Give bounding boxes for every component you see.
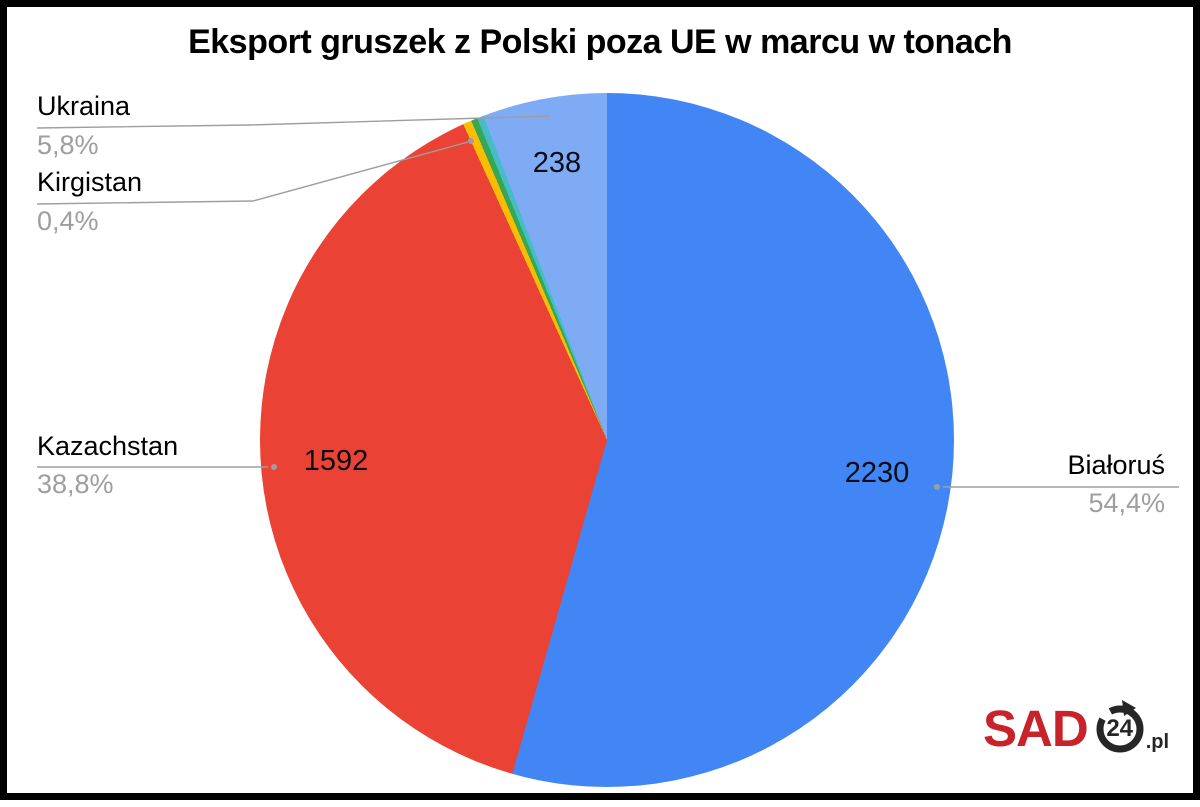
- callout-name-kirgistan: Kirgistan: [37, 167, 143, 197]
- callout-pct-kazachstan: 38,8%: [37, 469, 114, 499]
- callout-name-bialorus: Białoruś: [1067, 450, 1165, 480]
- logo-24-badge: 24: [1091, 699, 1149, 757]
- logo-text-pl: .pl: [1145, 731, 1170, 753]
- callout-name-ukraina: Ukraina: [37, 91, 131, 121]
- callout-name-kazachstan: Kazachstan: [37, 431, 179, 461]
- chart-title: Eksport gruszek z Polski poza UE w marcu…: [188, 23, 1012, 61]
- callout-pct-kirgistan: 0,4%: [37, 206, 99, 236]
- callout-pct-bialorus: 54,4%: [1088, 488, 1165, 518]
- sad24-logo: SAD 24 .pl: [983, 699, 1169, 757]
- clock-arrow-icon: [1096, 700, 1144, 753]
- logo-text-sad: SAD: [983, 699, 1089, 757]
- slice-value-kazachstan: 1592: [303, 445, 369, 477]
- slice-value-bialorus: 2230: [844, 457, 910, 489]
- pie-chart: [260, 93, 954, 787]
- callout-pct-ukraina: 5,8%: [37, 130, 99, 160]
- slice-value-ukraina: 238: [532, 147, 582, 179]
- logo-text-24: 24: [1106, 715, 1134, 742]
